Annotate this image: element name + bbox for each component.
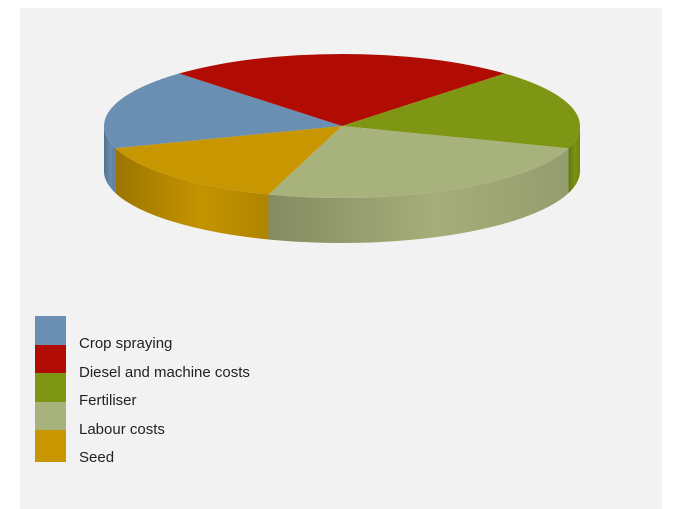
pie-side-shade-seed xyxy=(115,148,269,240)
legend-label-seed: Seed xyxy=(79,449,115,466)
legend-label-labour-costs: Labour costs xyxy=(79,420,165,438)
legend-label-crop-spraying: Crop spraying xyxy=(79,335,173,352)
pie-side-shade-labour-costs xyxy=(268,148,569,243)
pie-sides xyxy=(104,126,580,243)
legend-label-diesel-and-machine-costs: Diesel and machine costs xyxy=(79,363,250,381)
pie-top xyxy=(104,54,580,199)
legend-swatch-seed xyxy=(35,430,66,462)
legend-swatch-diesel-and-machine-costs xyxy=(35,344,66,377)
legend-swatch-crop-spraying xyxy=(35,316,66,348)
pie-slice-crop-spraying xyxy=(104,73,342,149)
pie-slice-diesel-and-machine-costs xyxy=(179,54,505,126)
legend-label-fertiliser: Fertiliser xyxy=(79,392,137,409)
legend-swatch-fertiliser xyxy=(35,373,66,405)
pie-slice-fertiliser xyxy=(342,73,580,149)
legend-swatch-labour-costs xyxy=(35,401,66,434)
pie-slice-seed xyxy=(115,126,342,195)
pie-side-shade-crop-spraying xyxy=(104,126,116,194)
pie-slice-labour-costs xyxy=(268,126,569,199)
pie-side-shade-fertiliser xyxy=(568,126,580,194)
